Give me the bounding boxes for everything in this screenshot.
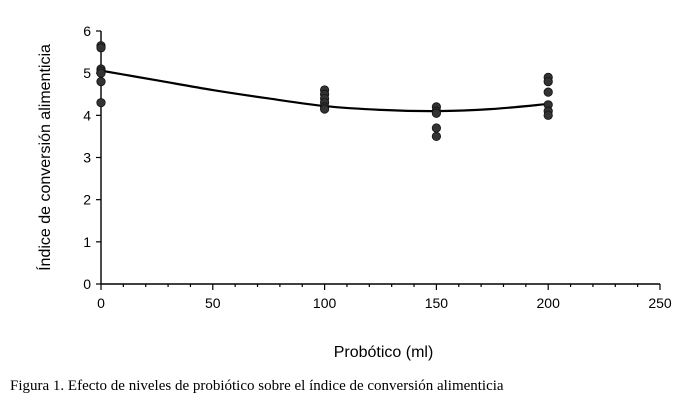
y-tick-label: 3 — [83, 150, 91, 166]
x-axis-title: Probótico (ml) — [334, 344, 434, 361]
data-points — [96, 41, 553, 142]
axes — [100, 31, 660, 285]
y-axis-title: Índice de conversión alimenticia — [35, 44, 54, 271]
y-tick-label: 1 — [83, 234, 91, 250]
x-tick-label: 0 — [97, 295, 105, 311]
data-point — [543, 87, 553, 97]
y-tick-label: 6 — [83, 23, 91, 39]
x-tick-label: 100 — [313, 295, 337, 311]
x-tick-label: 250 — [648, 295, 672, 311]
data-point — [431, 123, 441, 133]
y-tick-label: 4 — [83, 107, 91, 123]
data-point — [96, 77, 106, 87]
data-point — [96, 68, 106, 78]
data-point — [96, 98, 106, 108]
data-point — [543, 110, 553, 120]
x-tick-label: 150 — [425, 295, 449, 311]
y-tick-label: 5 — [83, 65, 91, 81]
scatter-chart: 0 1 2 3 4 5 6 0 50 100 150 200 250 Probótico (ml) Í… — [35, 23, 672, 361]
x-tick-label: 200 — [537, 295, 561, 311]
data-point — [543, 77, 553, 87]
data-point — [319, 104, 330, 114]
data-point — [431, 131, 441, 142]
data-point — [431, 108, 441, 118]
y-axis-ticks: 0 1 2 3 4 5 6 — [83, 23, 101, 292]
data-point — [96, 43, 106, 53]
y-tick-label: 0 — [83, 276, 91, 292]
figure-caption: Figura 1. Efecto de niveles de probiótic… — [10, 378, 504, 394]
y-tick-label: 2 — [83, 192, 91, 208]
x-axis-ticks: 0 50 100 150 200 250 — [97, 284, 672, 311]
x-tick-label: 50 — [205, 295, 221, 311]
